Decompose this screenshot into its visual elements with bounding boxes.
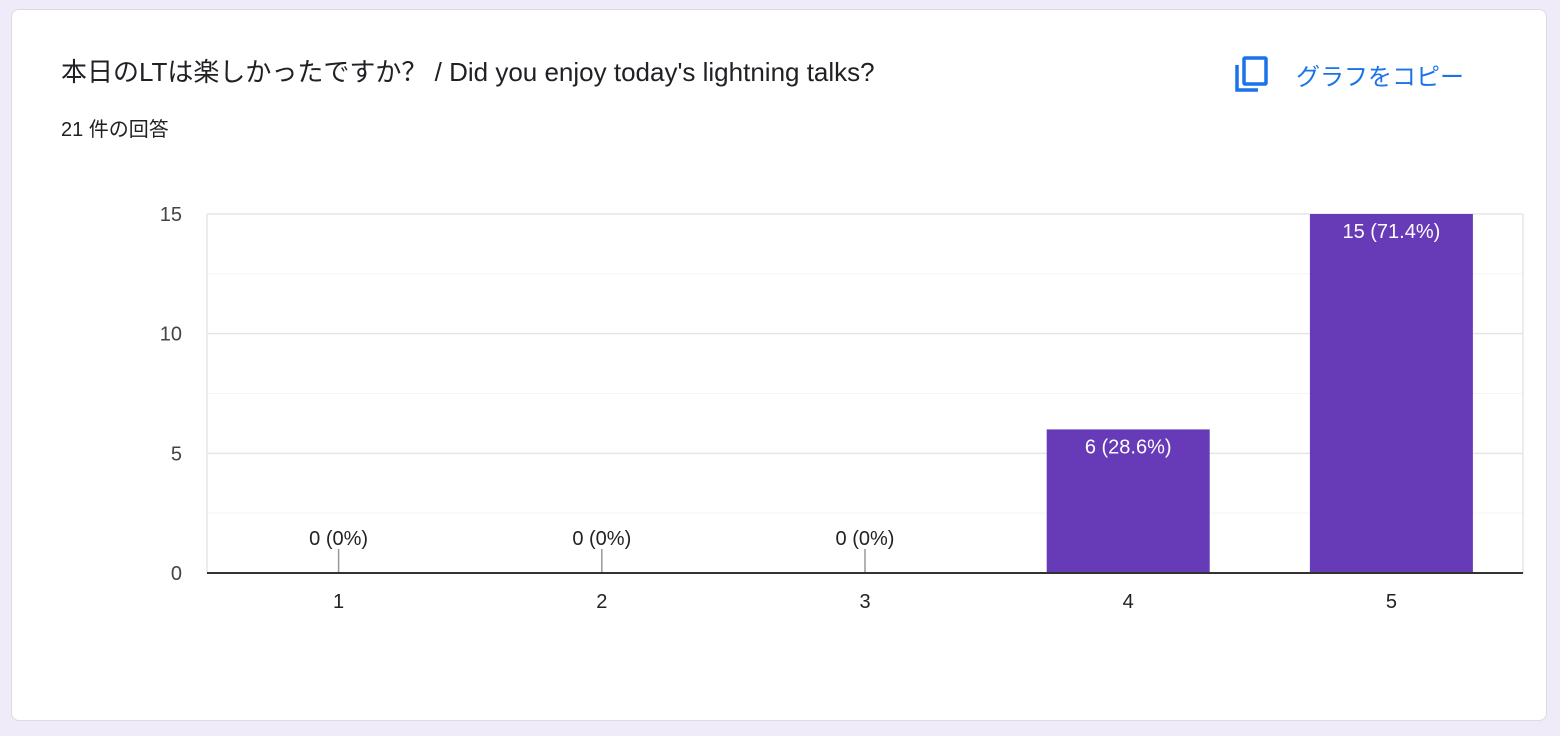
question-title: 本日のLTは楽しかったですか？ / Did you enjoy today's … xyxy=(61,57,875,87)
x-tick-label: 5 xyxy=(1386,591,1397,613)
x-tick-label: 3 xyxy=(859,591,870,613)
bar-chart: 0 5 10 15 0 (0%) 1 0 (0%) 2 0 (0%) 3 6 (28.6%) 4 15 … xyxy=(160,204,1524,613)
copy-icon xyxy=(1232,54,1272,94)
bar xyxy=(1046,429,1210,573)
response-count: 21 件の回答 xyxy=(61,119,169,141)
copy-chart-label: グラフをコピー xyxy=(1296,63,1464,91)
y-tick-label: 5 xyxy=(171,443,182,465)
bar-data-label: 0 (0%) xyxy=(836,528,895,550)
chart-card: 本日のLTは楽しかったですか？ / Did you enjoy today's … xyxy=(11,9,1547,721)
x-tick-label: 2 xyxy=(596,591,607,613)
y-tick-label: 10 xyxy=(160,324,182,346)
x-tick-label: 4 xyxy=(1123,591,1134,613)
y-tick-label: 0 xyxy=(171,563,182,585)
bar-data-label: 15 (71.4%) xyxy=(1342,221,1440,243)
y-tick-label: 15 xyxy=(160,204,182,226)
x-tick-label: 1 xyxy=(333,591,344,613)
copy-chart-button[interactable]: グラフをコピー xyxy=(1232,50,1464,98)
bar-data-label: 0 (0%) xyxy=(309,528,368,550)
bar-data-label: 0 (0%) xyxy=(572,528,631,550)
bar-data-label: 6 (28.6%) xyxy=(1085,436,1172,458)
bar xyxy=(1309,214,1473,573)
